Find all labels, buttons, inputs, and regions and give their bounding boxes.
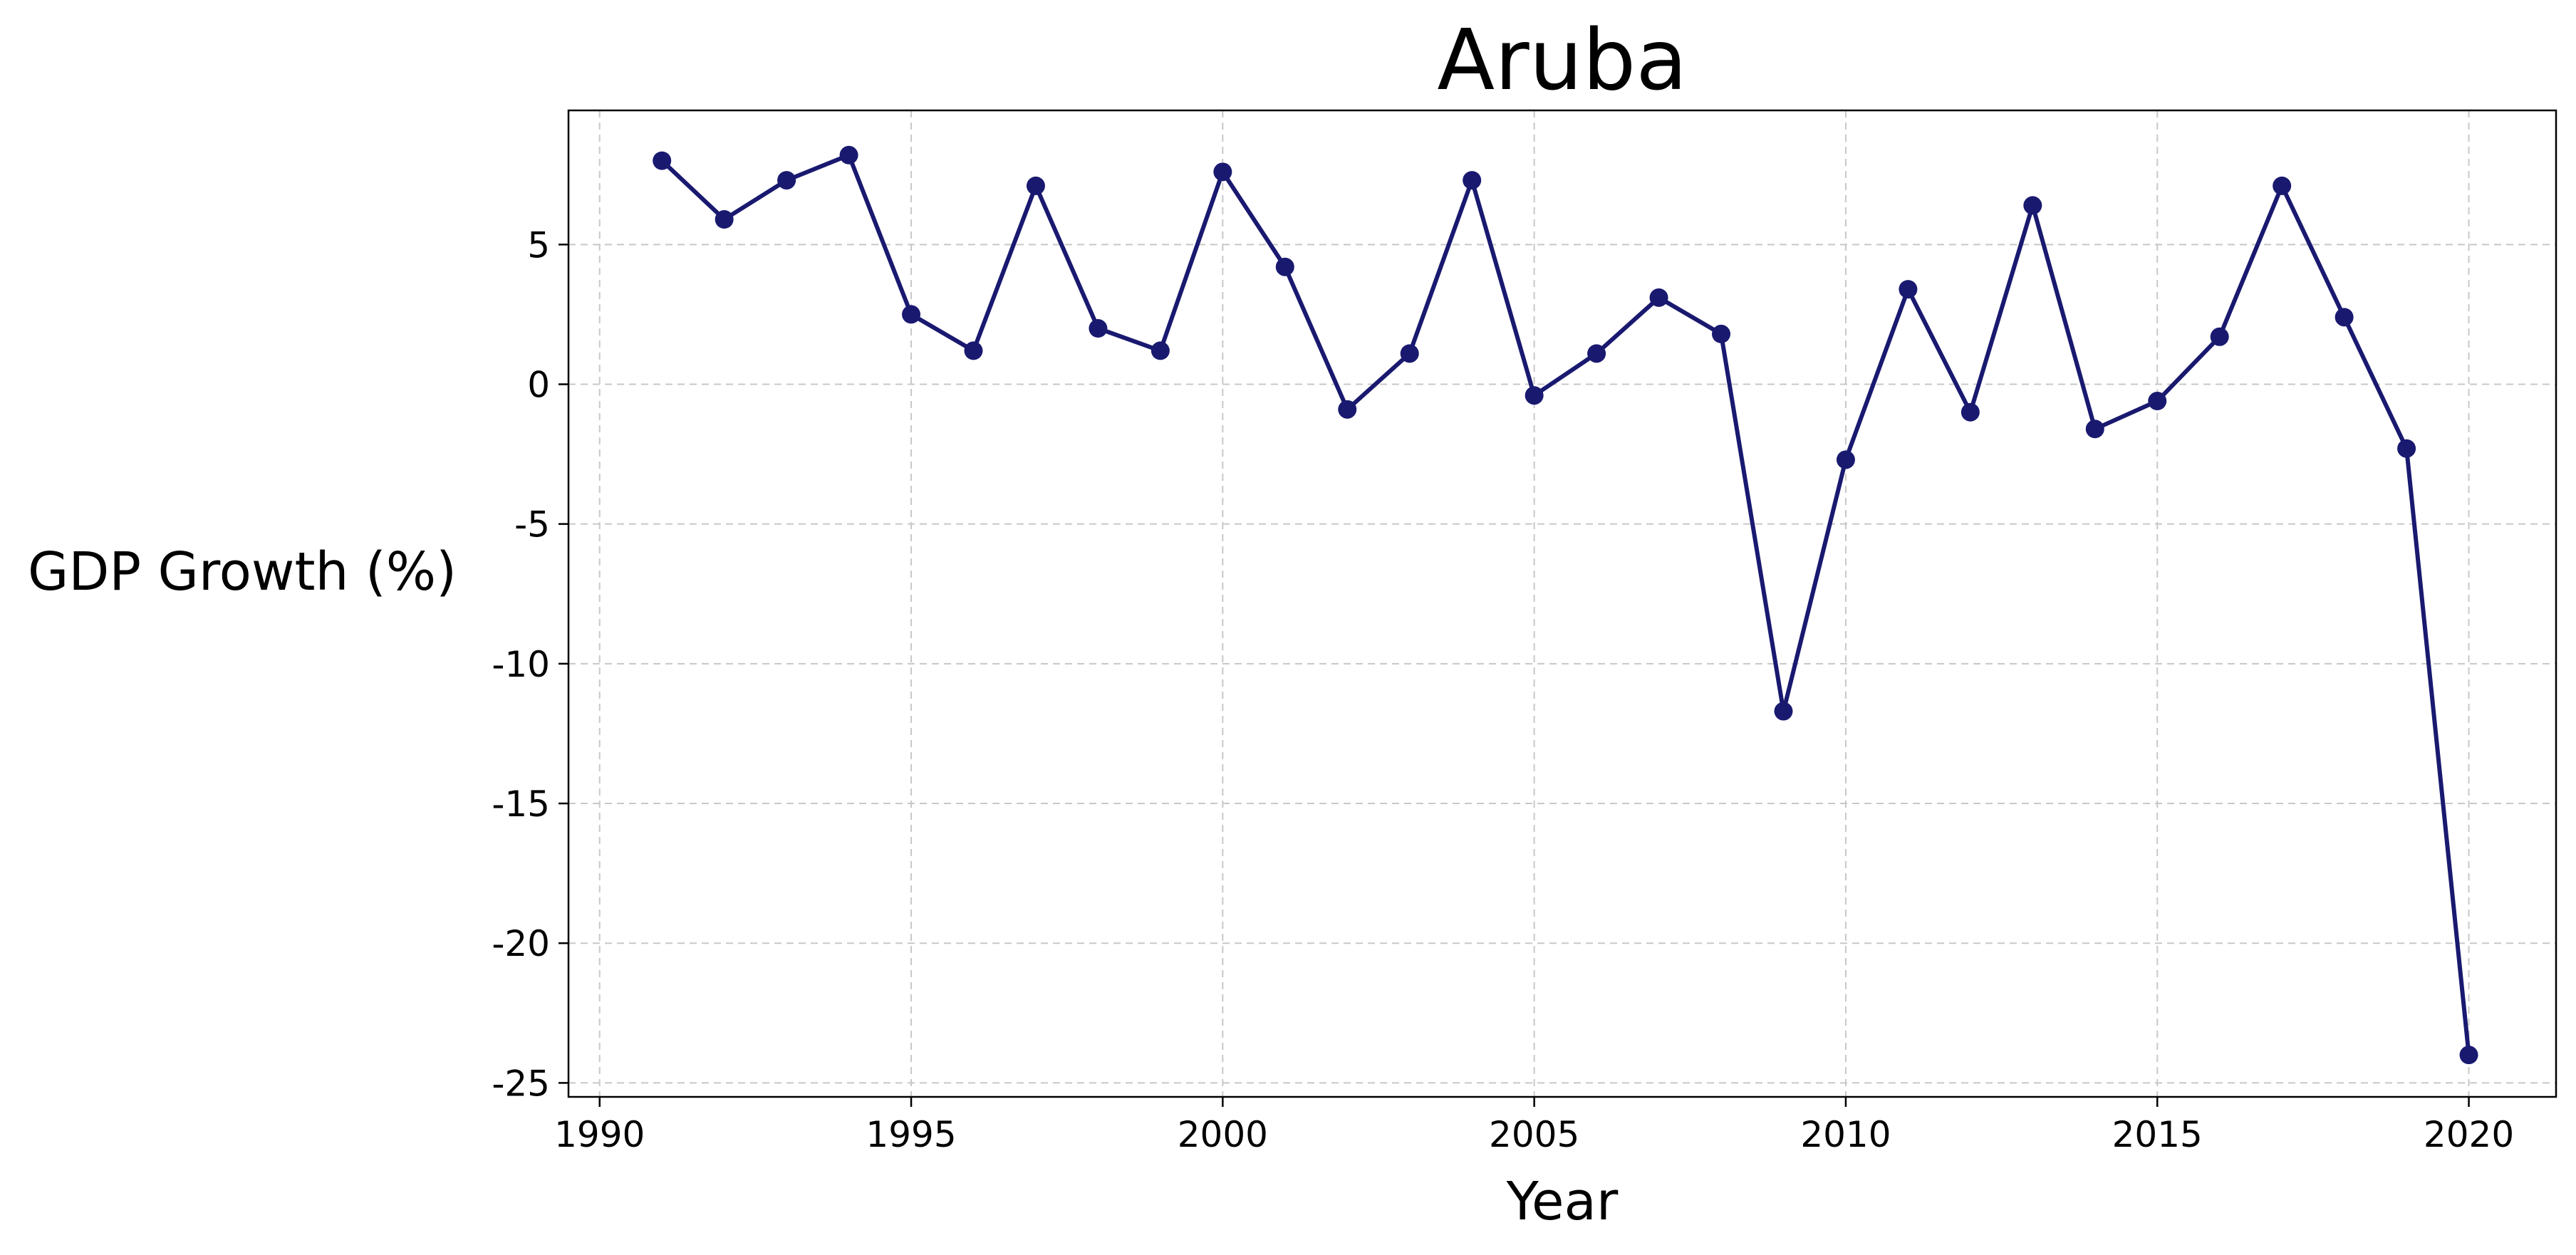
data-point [1836,450,1855,469]
data-point [1089,319,1108,338]
data-point [1338,400,1357,419]
data-point [1026,176,1045,195]
data-point [2459,1046,2478,1065]
series-line [660,152,2471,1056]
data-point [2334,308,2354,327]
data-point [777,171,796,190]
y-tick-label: -25 [492,1063,550,1104]
data-point [1587,344,1606,363]
plot-frame [567,109,2557,1098]
x-tick-label: 2005 [1489,1114,1579,1155]
grid-layer [568,110,2556,1097]
data-point [2085,420,2104,439]
data-point [1712,324,1731,343]
data-point [1463,171,1482,190]
data-point [2023,196,2042,215]
data-point [715,210,734,229]
data-point [839,145,858,165]
y-axis-label: GDP Growth (%) [28,541,457,603]
data-point [1400,344,1419,363]
x-tick-label: 2020 [2424,1114,2514,1155]
x-tick-label: 2015 [2112,1114,2203,1155]
y-tick-label: 5 [527,224,550,266]
data-point [1649,288,1668,307]
data-point [1525,386,1544,405]
data-point [1960,402,1980,422]
data-point [902,305,921,324]
y-tick-label: -5 [514,504,550,546]
chart-title: Aruba [1437,11,1687,109]
data-point [2210,327,2229,346]
x-tick-label: 2000 [1178,1114,1268,1155]
y-tick-label: -15 [492,783,550,825]
y-tick-label: -20 [492,923,550,964]
tick-layer: 1990 1995 2000 2005 2010 2015 2020 5 0 -5 -10 -15 -2… [492,224,2514,1155]
data-point [1275,257,1294,276]
y-tick-label: 0 [527,365,550,406]
x-axis-label: Year [1506,1171,1619,1232]
data-point [2148,392,2167,411]
series-layer [653,145,2478,1065]
data-point [1213,162,1232,182]
data-point [653,151,672,170]
data-point [1899,280,1918,299]
data-point [2397,439,2416,458]
data-point [964,341,983,360]
x-tick-label: 1995 [866,1114,956,1155]
data-point [1151,341,1170,360]
data-point [2273,176,2292,195]
x-tick-label: 1990 [554,1114,645,1155]
data-point [1774,702,1793,721]
x-tick-label: 2010 [1800,1114,1891,1155]
y-tick-label: -10 [492,644,550,685]
